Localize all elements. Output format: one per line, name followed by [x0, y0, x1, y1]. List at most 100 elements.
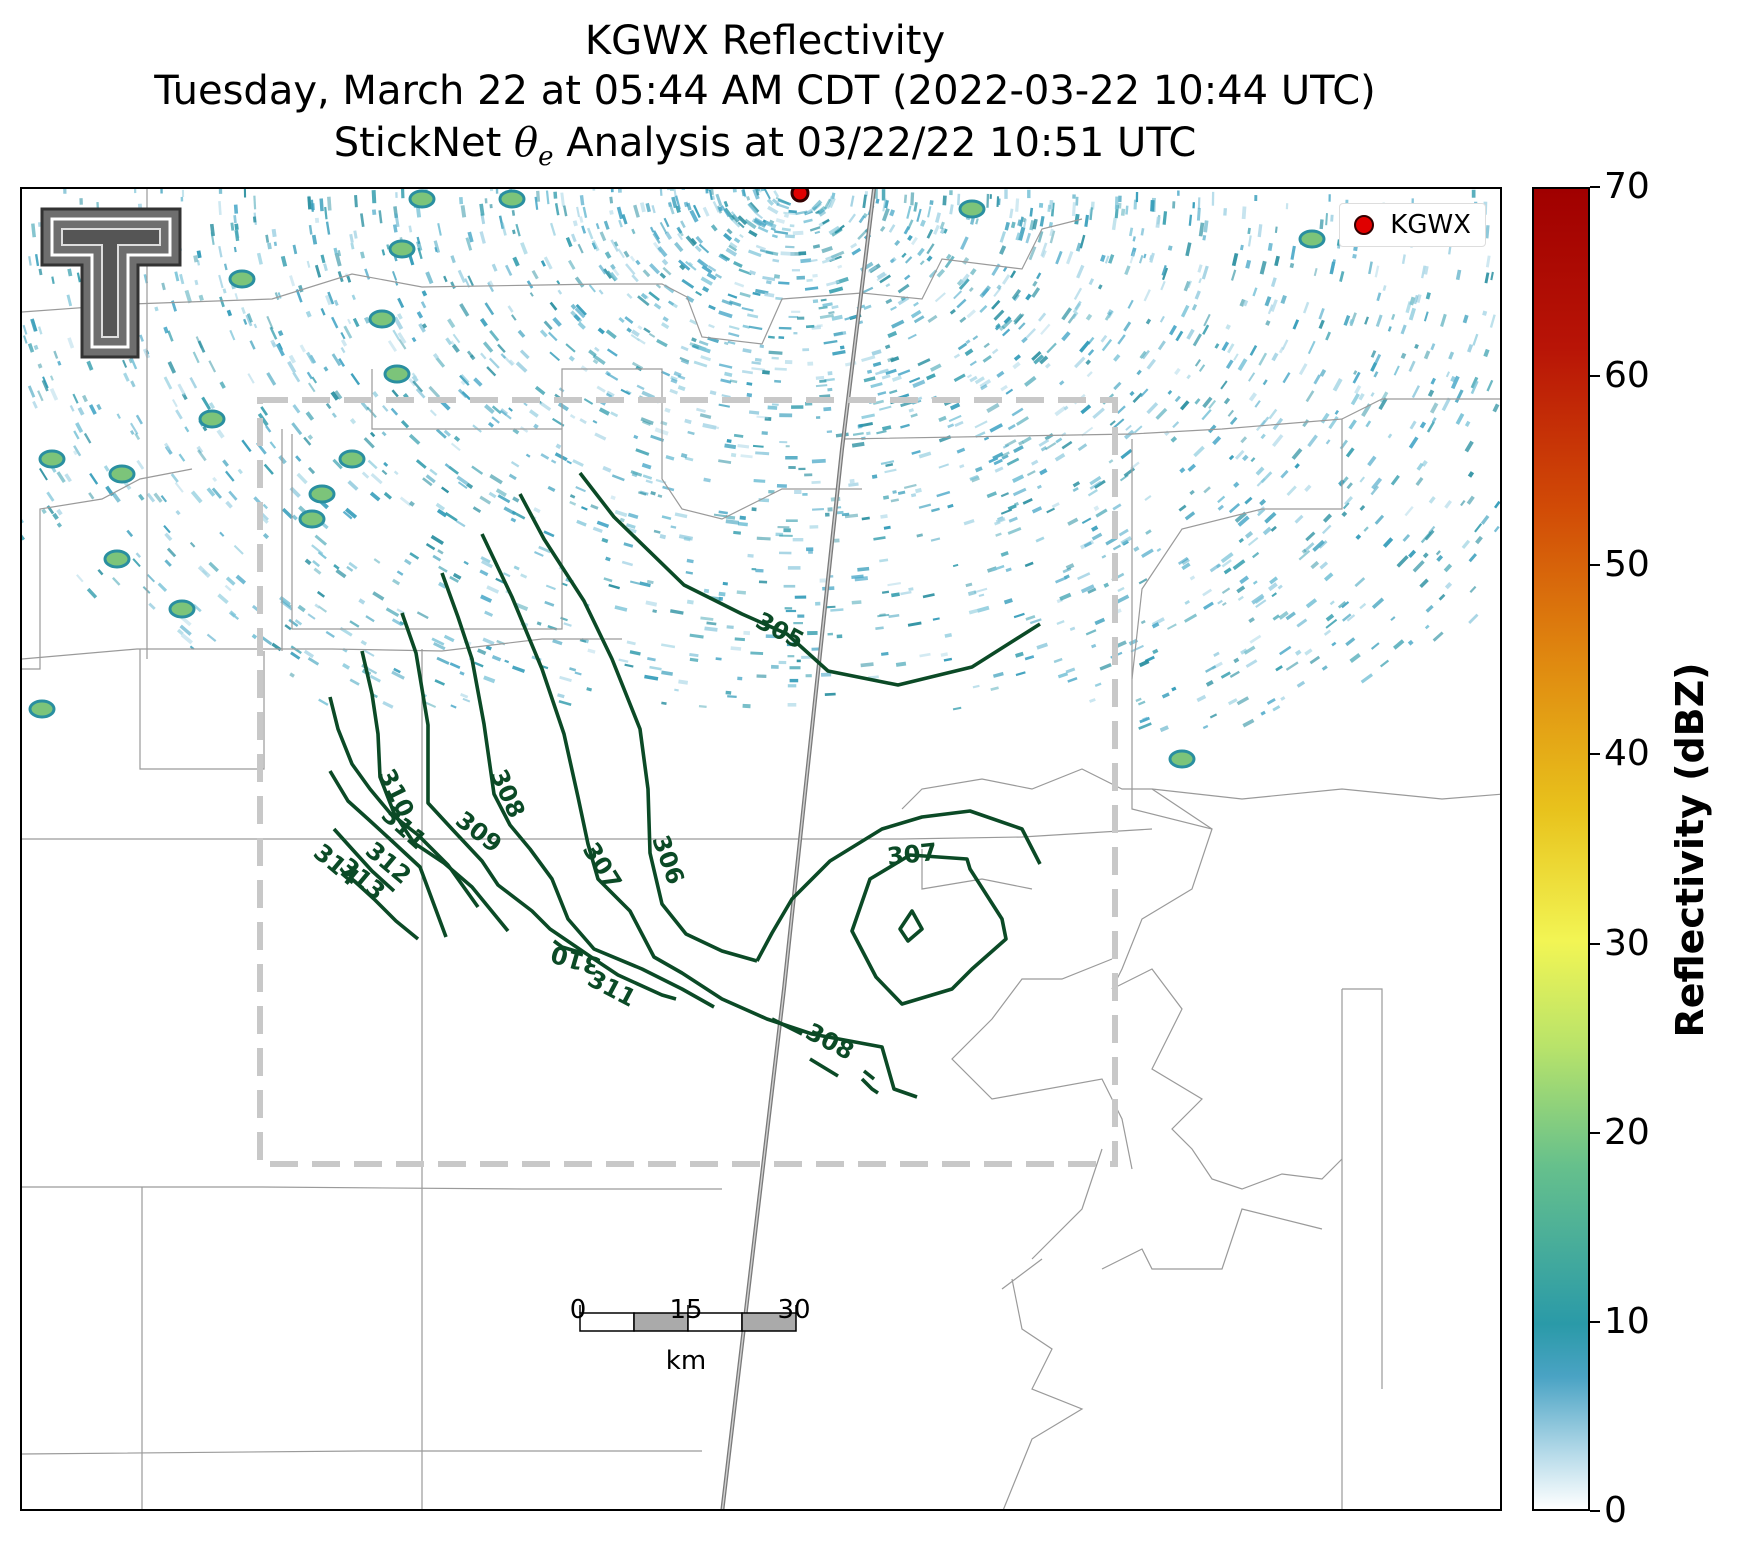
echo-gate: [1248, 617, 1255, 624]
echo-gate: [1390, 474, 1400, 486]
echo-gate: [459, 374, 470, 386]
echo-gate: [135, 552, 142, 558]
echo-gate: [536, 621, 542, 626]
echo-gate: [894, 239, 901, 247]
echo-gate: [618, 219, 623, 228]
echo-gate: [737, 215, 748, 226]
echo-gate: [324, 206, 328, 220]
echo-gate: [1162, 211, 1168, 225]
echo-gate: [154, 306, 159, 312]
echo-gate: [349, 678, 360, 686]
echo-gate: [196, 250, 202, 259]
echo-gate: [734, 637, 746, 642]
echo-gate: [828, 286, 844, 294]
echo-gate: [1125, 205, 1129, 215]
echo-gate: [659, 221, 668, 234]
echo-gate: [871, 349, 882, 356]
echo-gate: [1054, 452, 1066, 462]
echo-gate: [635, 259, 641, 266]
echo-gate: [1227, 698, 1238, 706]
echo-gate: [919, 219, 926, 227]
contour-label: 308: [485, 765, 531, 822]
echo-gate: [741, 369, 754, 375]
contour-311: [328, 696, 480, 909]
echo-gate: [1177, 556, 1189, 566]
echo-gate: [544, 600, 555, 607]
echo-gate: [511, 665, 526, 673]
echo-gate: [218, 245, 223, 258]
echo-gate: [1036, 642, 1049, 650]
echo-gate: [823, 406, 832, 412]
echo-gate: [1291, 448, 1303, 460]
echo-gate: [1032, 280, 1038, 287]
echo-gate: [726, 228, 733, 235]
echo-gate: [178, 453, 186, 462]
echo-gate: [685, 235, 696, 247]
echo-gate: [1186, 280, 1192, 289]
echo-gate: [1245, 659, 1258, 668]
echo-gate: [1208, 424, 1217, 434]
echo-gate: [1172, 201, 1176, 209]
echo-gate: [1038, 202, 1044, 208]
echo-gate: [718, 310, 733, 319]
echo-gate: [1445, 371, 1450, 378]
echo-gate: [1106, 309, 1114, 316]
echo-gate: [1305, 531, 1316, 542]
colorbar-title: Reflectivity (dBZ): [1668, 662, 1712, 1038]
echo-gate: [1489, 314, 1496, 328]
echo-gate: [890, 356, 900, 363]
echo-gate: [689, 657, 699, 663]
echo-gate: [574, 276, 585, 288]
echo-gate: [832, 350, 846, 356]
echo-gate: [1022, 218, 1027, 229]
echo-gate: [354, 195, 358, 208]
echo-gate: [744, 218, 757, 230]
echo-gate: [1371, 477, 1383, 490]
echo-gate: [785, 456, 798, 460]
echo-gate: [785, 245, 795, 249]
echo-gate: [132, 558, 141, 568]
echo-gate: [739, 292, 751, 298]
echo-gate: [486, 585, 500, 594]
echo-gate: [698, 340, 709, 346]
echo-gate: [715, 657, 722, 661]
echo-gate: [910, 192, 915, 206]
echo-gate: [708, 323, 715, 329]
echo-gate: [1097, 284, 1103, 290]
echo-gate: [482, 341, 494, 353]
echo-gate: [1077, 443, 1088, 452]
echo-gate: [748, 410, 760, 415]
echo-gate: [1359, 602, 1367, 610]
echo-gate: [171, 399, 178, 408]
echo-gate: [959, 273, 970, 285]
echo-gate: [1348, 419, 1357, 430]
echo-gate: [170, 473, 179, 483]
echo-gate: [179, 273, 185, 285]
echo-gate: [1129, 390, 1135, 397]
echo-gate: [648, 332, 656, 338]
echo-gate: [659, 534, 667, 540]
echo-gate: [22, 531, 26, 541]
echo-gate: [1286, 485, 1297, 496]
echo-gate: [638, 491, 647, 496]
echo-gate: [939, 227, 946, 235]
echo-gate: [1079, 340, 1091, 353]
echo-gate: [1015, 232, 1021, 241]
echo-gate: [181, 189, 185, 197]
echo-gate: [1185, 242, 1192, 257]
echo-gate: [116, 413, 121, 419]
echo-gate: [228, 490, 238, 501]
colorbar-tick-label: 40: [1604, 733, 1650, 775]
echo-gate: [771, 234, 778, 239]
echo-gate: [1080, 584, 1095, 594]
echo-gate: [42, 376, 49, 389]
echo-gate: [943, 228, 948, 234]
echo-gate: [1145, 318, 1152, 325]
radar-site-marker[interactable]: [790, 189, 810, 203]
echo-gate: [332, 458, 343, 470]
echo-gate: [491, 416, 500, 424]
echo-gate: [811, 199, 823, 211]
echo-gate: [196, 445, 204, 454]
map-panel[interactable]: 305 306 307 307 308 308 309 310 311 312 …: [20, 187, 1502, 1511]
colorbar-tick-label: 70: [1604, 166, 1650, 207]
